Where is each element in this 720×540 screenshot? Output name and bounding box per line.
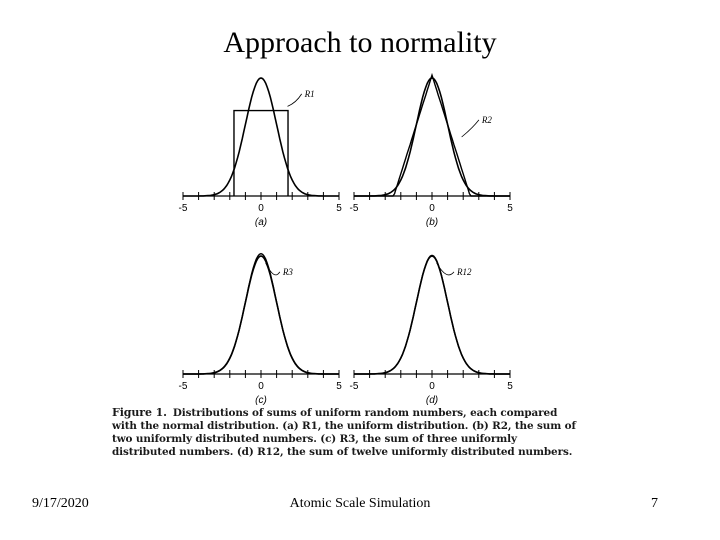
curve-label-leader xyxy=(461,119,480,138)
curve-label: R2 xyxy=(481,115,492,125)
curve-label: R12 xyxy=(456,267,472,277)
page-number: 7 xyxy=(651,496,658,511)
tick-label-max: 5 xyxy=(336,381,342,392)
tick-label-min: -5 xyxy=(179,381,188,392)
tick-label-max: 5 xyxy=(507,203,513,214)
footer-date: 9/17/2020 xyxy=(32,496,89,511)
sum-distribution-curve xyxy=(183,252,339,375)
panel-label: (c) xyxy=(255,395,267,406)
tick-label-zero: 0 xyxy=(258,203,264,214)
tick-label-zero: 0 xyxy=(429,381,435,392)
slide-title: Approach to normality xyxy=(223,26,497,59)
tick-label-zero: 0 xyxy=(429,203,435,214)
tick-label-min: -5 xyxy=(179,203,188,214)
sum-distribution-curve xyxy=(354,254,510,375)
figure-canvas: -5 0 5 (a) R1 -5 0 5 (b) R2 -5 0 5 (c) R3 -5 0 5 (d) R12 xyxy=(179,72,513,406)
panel-label: (b) xyxy=(426,217,438,228)
tick-label-max: 5 xyxy=(507,381,513,392)
sum-distribution-curve xyxy=(233,109,289,196)
distribution-figure: -5 0 5 (a) R1 -5 0 5 (b) R2 -5 0 5 (c) R3 -5 0 5 (d) R12 xyxy=(160,70,590,470)
curve-label: R3 xyxy=(282,267,293,277)
curve-label-leader xyxy=(265,262,281,276)
caption-text: Distributions of sums of uniform random … xyxy=(112,407,576,458)
tick-label-max: 5 xyxy=(336,203,342,214)
footer-center: Atomic Scale Simulation xyxy=(289,496,431,511)
tick-label-min: -5 xyxy=(350,381,359,392)
normal-curve xyxy=(183,255,339,375)
normal-curve xyxy=(354,255,510,375)
normal-curve xyxy=(183,77,339,197)
curve-label-leader xyxy=(287,93,303,107)
curve-label: R1 xyxy=(304,89,315,99)
curve-label-leader xyxy=(436,262,455,276)
tick-label-zero: 0 xyxy=(258,381,264,392)
normal-curve xyxy=(354,77,510,197)
figure-caption: Figure 1. Distributions of sums of unifor… xyxy=(112,406,582,459)
panel-label: (a) xyxy=(255,217,267,228)
panel-label: (d) xyxy=(426,395,438,406)
sum-distribution-curve xyxy=(354,72,510,197)
caption-lead: Figure 1. xyxy=(112,406,167,419)
tick-label-min: -5 xyxy=(350,203,359,214)
